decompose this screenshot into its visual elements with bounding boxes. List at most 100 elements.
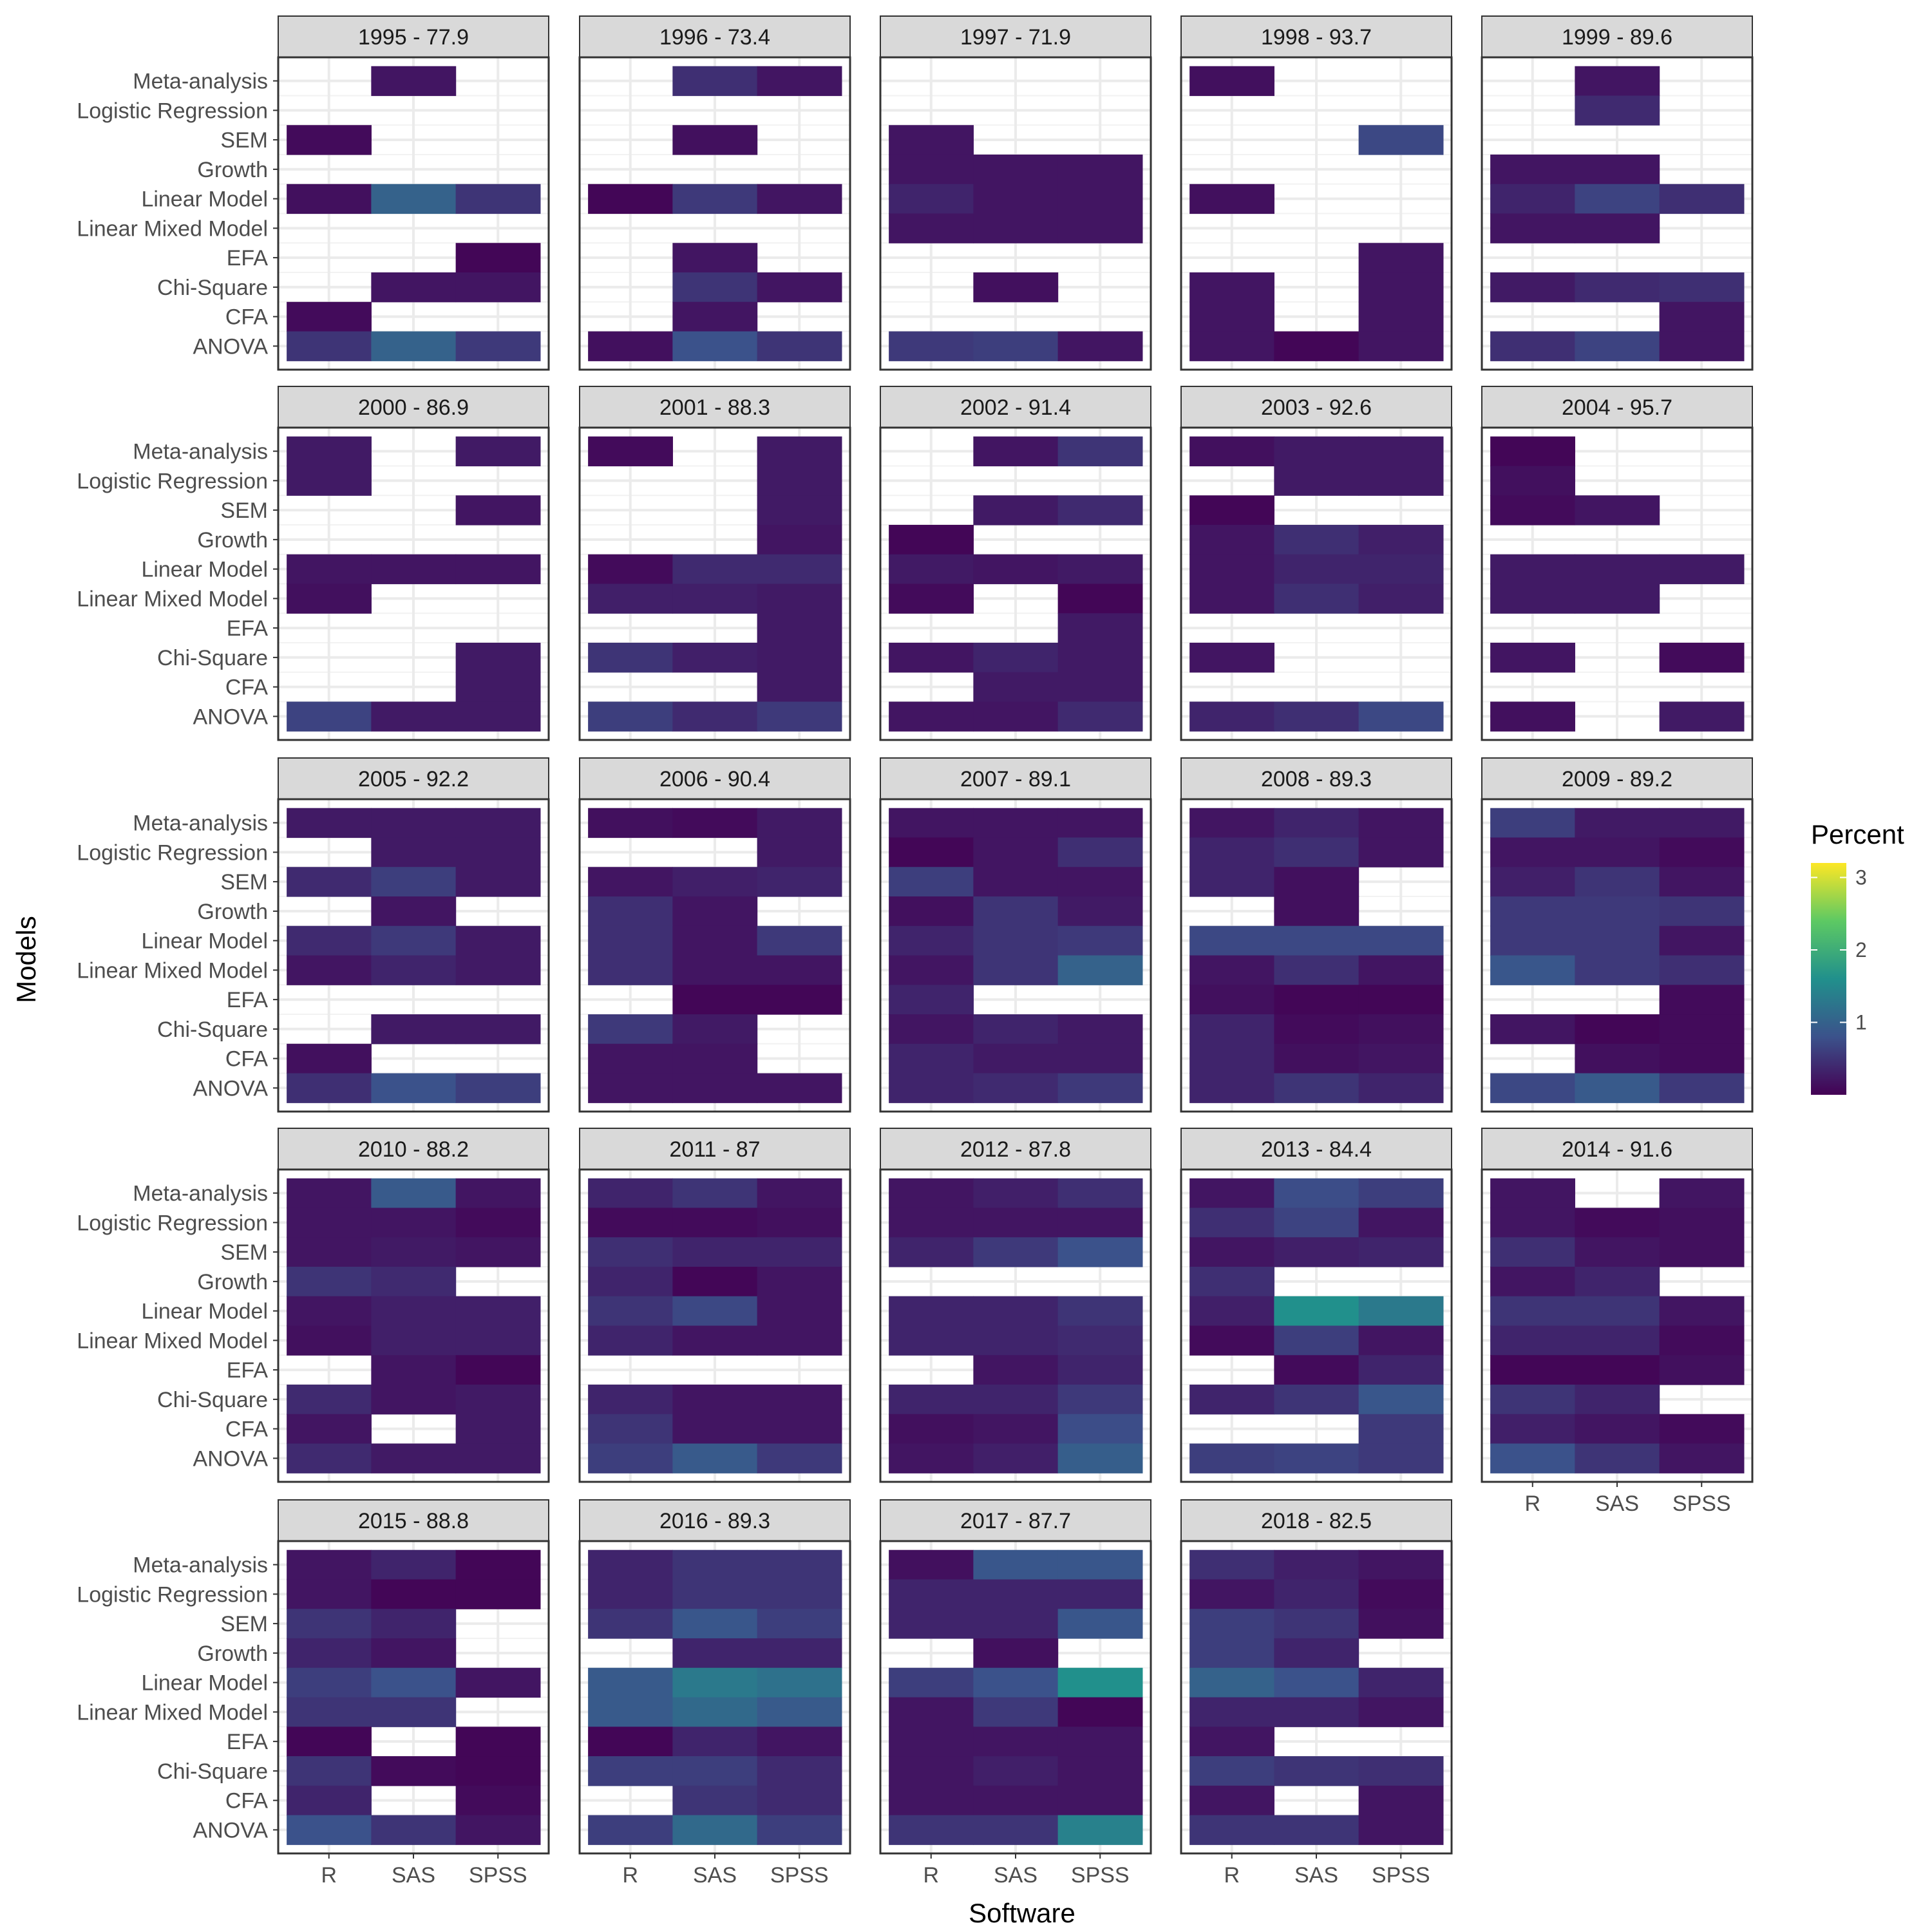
heatmap-cell [757,1414,842,1444]
heatmap-cell [1490,808,1575,838]
heatmap-cell [455,1208,541,1238]
heatmap-cell [1490,1237,1575,1267]
heatmap-cell [1189,1756,1274,1786]
heatmap-cell [287,1785,372,1816]
heatmap-cell [1057,613,1143,643]
heatmap-cell [757,436,842,467]
heatmap-cell [1274,808,1359,838]
heatmap-cell [1659,272,1745,303]
heatmap-cell [588,1178,673,1209]
heatmap-cell [973,1043,1059,1074]
facet-strip [1180,757,1452,800]
heatmap-cell [889,925,974,956]
heatmap-cell [371,1443,457,1473]
heatmap-cell [973,672,1059,703]
heatmap-cell [371,1815,457,1845]
heatmap-cell [287,436,372,467]
heatmap-cell [889,1296,974,1327]
heatmap-cell [1659,1414,1745,1444]
heatmap-cell [287,1549,372,1580]
heatmap-cell [757,272,842,303]
legend-tick-label: 2 [1855,938,1867,961]
heatmap-cell [1575,1043,1660,1074]
heatmap-cell [588,1266,673,1297]
heatmap-cell [1274,955,1359,985]
heatmap-cell [287,1414,372,1444]
heatmap-cell [588,436,673,467]
heatmap-cell [973,1296,1059,1327]
heatmap-cell [287,554,372,585]
heatmap-cell [371,1697,457,1727]
panel-border [277,426,550,741]
heatmap-cell [588,554,673,585]
heatmap-cell [1274,1296,1359,1327]
heatmap-cell [1659,1178,1745,1209]
heatmap-cell [889,184,974,214]
panel-border [1481,798,1754,1113]
heatmap-cell [889,331,974,361]
facet-strip-label: 2017 - 87.7 [960,1509,1071,1533]
heatmap-cell [672,867,758,897]
y-tick-label: Growth [197,1642,268,1666]
heatmap-cell [1358,1756,1444,1786]
panel-border [578,798,851,1113]
heatmap-cell [371,272,457,303]
heatmap-cell [1659,1237,1745,1267]
heatmap-cell [1274,1756,1359,1786]
facet-panel: 2015 - 88.8 Meta-analysis Logistic Regress… [77,1499,550,1888]
y-tick-label: Meta-analysis [133,811,268,836]
heatmap-cell [757,1178,842,1209]
heatmap-cell [287,1385,372,1415]
heatmap-cell [1057,1073,1143,1103]
x-tick-label: R [622,1863,638,1888]
heatmap-cell [371,808,457,838]
heatmap-cell [1057,1355,1143,1385]
heatmap-cell [973,1727,1059,1757]
heatmap-cell [1490,1385,1575,1415]
facet-strip [1180,1499,1452,1542]
heatmap-cell [1659,1296,1745,1327]
heatmap-cell [1189,925,1274,956]
heatmap-cell [757,495,842,526]
facet-panel: 2008 - 89.3 [1180,757,1453,1113]
x-tick-label: SAS [392,1863,435,1888]
heatmap-cell [889,1579,974,1609]
heatmap-cell [371,1638,457,1669]
heatmap-cell [1189,1727,1274,1757]
facet-strip [579,386,851,428]
x-tick-label: SPSS [770,1863,829,1888]
heatmap-cell [371,837,457,867]
facet-strip [278,15,549,58]
heatmap-cell [1189,955,1274,985]
heatmap-cell [455,1667,541,1698]
heatmap-cell [973,495,1059,526]
heatmap-cell [1358,1385,1444,1415]
heatmap-cell [757,643,842,673]
heatmap-cell [973,1443,1059,1473]
y-tick-label: Logistic Regression [77,469,268,493]
y-tick-label: SEM [220,128,268,153]
heatmap-cell [889,524,974,555]
heatmap-cell [371,1266,457,1297]
heatmap-cell [1358,1785,1444,1816]
heatmap-cell [588,1549,673,1580]
heatmap-cell [287,925,372,956]
heatmap-cell [371,1609,457,1639]
heatmap-cell [1189,272,1274,303]
facet-strip [579,1128,851,1170]
heatmap-cell [889,867,974,897]
heatmap-cell [287,1325,372,1356]
heatmap-cell [1274,1043,1359,1074]
heatmap-cell [757,1266,842,1297]
heatmap-cell [1575,1073,1660,1103]
x-tick-label: SAS [1294,1863,1338,1888]
facet-strip [880,15,1151,58]
heatmap-cell [1490,867,1575,897]
heatmap-cell [889,1043,974,1074]
heatmap-cell [973,643,1059,673]
heatmap-cell [973,272,1059,303]
heatmap-cell [287,701,372,732]
heatmap-cell [757,583,842,614]
heatmap-cell [1274,583,1359,614]
heatmap-cell [757,466,842,496]
